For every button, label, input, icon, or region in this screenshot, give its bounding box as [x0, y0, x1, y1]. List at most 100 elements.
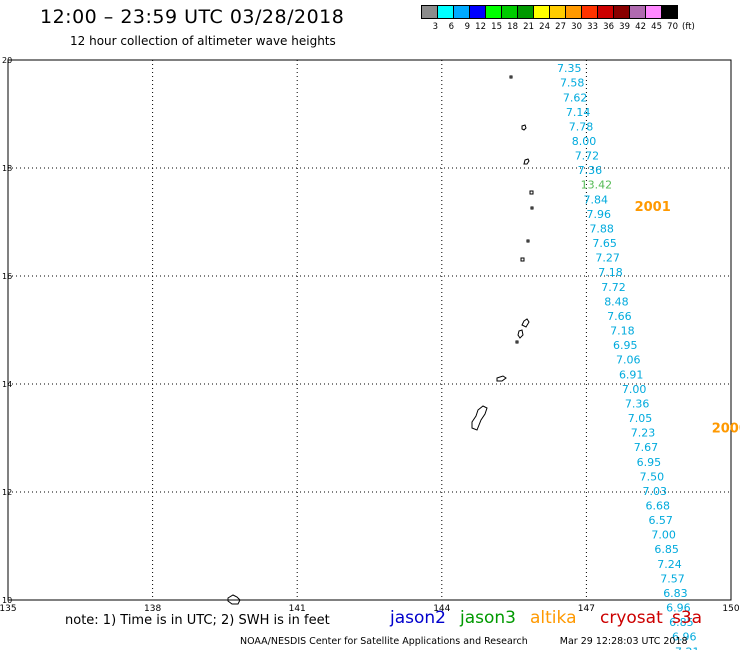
- wave-height-label: 6.91: [619, 368, 644, 381]
- footer-credit: NOAA/NESDIS Center for Satellite Applica…: [240, 636, 688, 647]
- wave-height-label: 7.18: [610, 325, 635, 338]
- wave-height-label: 6.96: [666, 602, 691, 615]
- wave-height-label: 7.06: [616, 354, 641, 367]
- wave-height-label: 7.18: [598, 266, 623, 279]
- legend-label: 18: [507, 22, 518, 32]
- wave-height-label: 7.62: [563, 91, 588, 104]
- wave-height-label: 7.66: [607, 310, 632, 323]
- wave-height-label: 6.68: [646, 500, 671, 513]
- island-outline: [517, 329, 524, 339]
- island-outline: [526, 239, 530, 243]
- legend-label: 39: [619, 22, 630, 32]
- wave-height-label: 7.96: [587, 208, 612, 221]
- wave-height-label: 6.85: [654, 543, 679, 556]
- wave-height-label: 6.95: [637, 456, 662, 469]
- legend-label: 33: [587, 22, 598, 32]
- lon-tick-label: 138: [144, 604, 161, 614]
- island-outline: [509, 75, 513, 79]
- wave-height-label: 7.72: [601, 281, 626, 294]
- wave-height-label: 7.72: [575, 150, 600, 163]
- lon-tick-label: 144: [433, 604, 450, 614]
- wave-height-label: 6.96: [672, 631, 697, 644]
- pass-time-label: 2001: [635, 200, 671, 215]
- sat-s3a: s3a: [672, 608, 703, 628]
- wave-height-label: 7.65: [592, 237, 617, 250]
- lat-tick-label: 20: [2, 56, 12, 65]
- color-scale-legend: [421, 5, 678, 19]
- wave-height-label: 7.05: [628, 412, 653, 425]
- legend-swatch: [661, 5, 678, 19]
- wave-height-label: 7.36: [578, 164, 603, 177]
- lon-tick-label: 147: [578, 604, 595, 614]
- island-outline: [529, 190, 534, 195]
- legend-label: 6: [448, 22, 454, 32]
- pass-time-label: 2000: [712, 422, 740, 437]
- wave-height-label: 7.67: [634, 441, 659, 454]
- wave-height-label: 7.35: [557, 62, 582, 75]
- map-subtitle: 12 hour collection of altimeter wave hei…: [70, 34, 336, 48]
- wave-height-label: 7.78: [569, 120, 594, 133]
- sat-jason2: jason2: [390, 608, 446, 628]
- wave-height-label: 7.00: [651, 529, 676, 542]
- lon-tick-label: 141: [289, 604, 306, 614]
- sat-altika: altika: [530, 608, 577, 628]
- island-outline: [523, 158, 530, 165]
- lon-tick-label: 135: [0, 604, 17, 614]
- legend-label: 42: [635, 22, 646, 32]
- wave-height-label: 7.88: [589, 222, 614, 235]
- island-outline: [515, 340, 519, 344]
- lat-tick-label: 18: [2, 164, 12, 173]
- island-outline: [471, 405, 488, 431]
- wave-height-label: 6.57: [648, 514, 673, 527]
- wave-height-label: 7.50: [640, 470, 665, 483]
- wave-height-label: 6.83: [663, 587, 688, 600]
- wave-height-label: 7.57: [660, 572, 685, 585]
- wave-height-label: 7.84: [584, 193, 609, 206]
- map-frame: [7, 59, 732, 601]
- wave-height-label: 8.48: [604, 295, 629, 308]
- wave-height-label: 7.23: [631, 427, 656, 440]
- legend-label: 3: [432, 22, 438, 32]
- wave-height-label: 7.14: [566, 106, 591, 119]
- wave-height-label: 8.00: [572, 135, 597, 148]
- legend-label: 15: [491, 22, 502, 32]
- map-title: 12:00 – 23:59 UTC 03/28/2018: [40, 6, 345, 28]
- sat-jason3: jason3: [460, 608, 516, 628]
- lat-tick-label: 10: [2, 596, 12, 605]
- wave-height-label: 6.85: [669, 616, 694, 629]
- legend-label: 12: [475, 22, 486, 32]
- footer-note: note: 1) Time is in UTC; 2) SWH is in fe…: [65, 613, 330, 628]
- legend-label: 24: [539, 22, 550, 32]
- legend-label: 30: [571, 22, 582, 32]
- legend-label: 21: [523, 22, 534, 32]
- wave-height-label: 7.00: [622, 383, 647, 396]
- legend-label: 70: [667, 22, 678, 32]
- wave-height-label: 7.36: [625, 397, 650, 410]
- legend-label: 9: [464, 22, 470, 32]
- island-outline: [227, 594, 241, 605]
- timestamp-text: Mar 29 12:28:03 UTC 2018: [559, 636, 688, 647]
- lon-tick-label: 150: [722, 604, 739, 614]
- wave-height-label: 7.21: [675, 645, 700, 650]
- credit-text: NOAA/NESDIS Center for Satellite Applica…: [240, 636, 528, 647]
- island-outline: [521, 124, 527, 131]
- island-outline: [496, 375, 507, 382]
- color-scale-labels: 3 6 9 12 15 18 21 24 27 30 33 36 39 42 45 70 (ft): [422, 22, 695, 32]
- island-outline: [521, 318, 530, 328]
- island-outline: [530, 206, 534, 210]
- island-outline: [520, 257, 525, 262]
- wave-height-label: 7.27: [595, 252, 620, 265]
- wave-height-label: 13.42: [581, 179, 613, 192]
- wave-height-label: 7.24: [657, 558, 682, 571]
- legend-label: 45: [651, 22, 662, 32]
- wave-height-label: 7.03: [643, 485, 668, 498]
- sat-cryosat: cryosat: [600, 608, 663, 628]
- legend-label: 27: [555, 22, 566, 32]
- lat-tick-label: 12: [2, 488, 12, 497]
- legend-unit: (ft): [682, 22, 695, 32]
- lat-tick-label: 16: [2, 272, 12, 281]
- legend-label: 36: [603, 22, 614, 32]
- wave-height-label: 7.58: [560, 77, 585, 90]
- lat-tick-label: 14: [2, 380, 12, 389]
